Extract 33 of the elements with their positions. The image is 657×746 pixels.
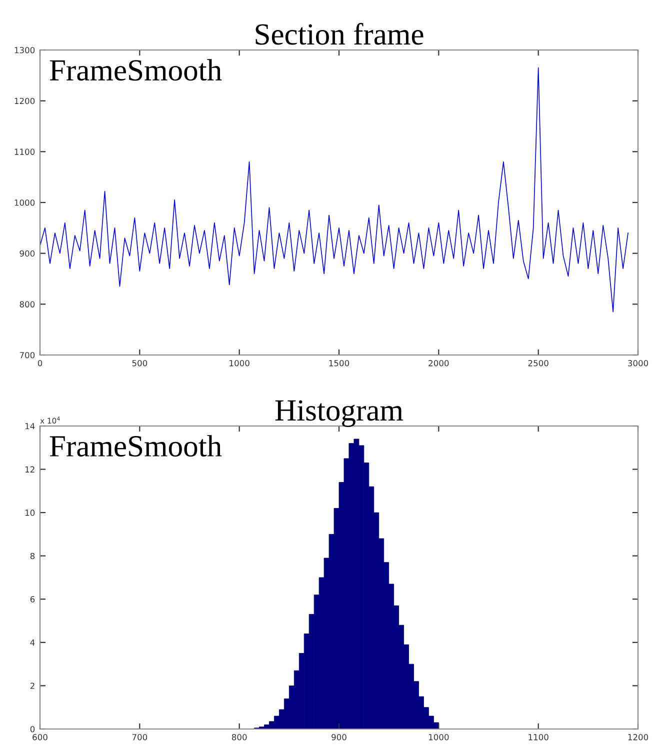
y-tick-label: 6 xyxy=(30,596,35,602)
x-tick-label: 500 xyxy=(132,360,148,366)
x-tick-label: 1000 xyxy=(230,360,250,366)
chart-title: Histogram xyxy=(275,400,404,428)
x-tick-label: 800 xyxy=(232,734,247,740)
x-tick-label: 600 xyxy=(32,734,48,740)
x-tick-label: 2000 xyxy=(428,360,449,366)
y-tick-label: 1300 xyxy=(14,46,35,54)
y-tick-label: 700 xyxy=(20,352,35,358)
x-tick-label: 1500 xyxy=(329,360,350,366)
y-tick-label: 2 xyxy=(30,682,34,689)
y-tick-label: 0 xyxy=(30,726,35,732)
y-tick-label: 8 xyxy=(30,552,35,560)
x-tick-label: 900 xyxy=(332,734,346,740)
y-tick-label: 10 xyxy=(25,510,35,516)
x-tick-label: 1200 xyxy=(628,734,648,740)
x-tick-label: 700 xyxy=(132,734,148,740)
y-tick-label: 1000 xyxy=(14,199,35,206)
y-tick-label: 12 xyxy=(25,466,34,472)
y-tick-label: 1200 xyxy=(14,98,35,104)
y-tick-label: 1100 xyxy=(14,148,35,155)
y-tick-label: 4 xyxy=(30,640,35,646)
annotation: FrameSmooth xyxy=(50,435,222,457)
x-tick-label: 0 xyxy=(38,360,42,366)
y-tick-label: 14 xyxy=(25,423,35,430)
x-tick-label: 3000 xyxy=(628,360,648,366)
annotation: FrameSmooth xyxy=(50,59,222,81)
x-tick-label: 2500 xyxy=(528,360,548,366)
chart-title: Section frame xyxy=(256,22,424,45)
x-tick-label: 1100 xyxy=(528,734,548,740)
y-tick-label: 800 xyxy=(20,301,35,308)
x-tick-label: 1000 xyxy=(428,734,449,740)
y-tick-label: 900 xyxy=(20,250,35,257)
